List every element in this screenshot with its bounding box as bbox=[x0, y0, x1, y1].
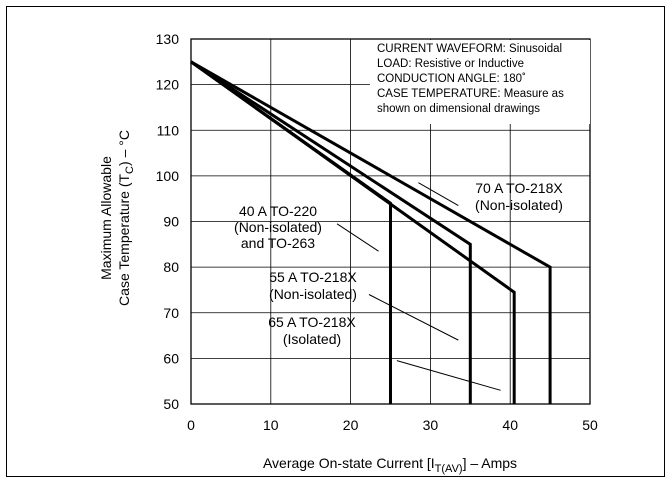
note-line: LOAD: Resistive or Inductive bbox=[377, 58, 524, 70]
figure-frame bbox=[6, 6, 665, 477]
curve-label: 70 A TO-218X (Non-isolated) bbox=[475, 180, 563, 213]
note-line: shown on dimensional drawings bbox=[377, 103, 540, 115]
note-line: CONDUCTION ANGLE: 180˚ bbox=[377, 73, 526, 85]
label-pointer bbox=[418, 182, 459, 206]
y-tick-label: 80 bbox=[163, 259, 179, 275]
curve-label: 55 A TO-218X (Non-isolated) bbox=[269, 269, 357, 302]
y-axis-label-line1: Maximum Allowable bbox=[98, 156, 114, 280]
curve-label-line: (Non-isolated) bbox=[234, 219, 322, 235]
label-pointer bbox=[336, 223, 379, 252]
x-tick-label: 20 bbox=[343, 417, 359, 433]
note-line: CASE TEMPERATURE: Measure as bbox=[377, 88, 564, 100]
curve-label-line: 55 A TO-218X bbox=[269, 269, 357, 285]
y-axis-label: Maximum Allowable Case Temperature (TC) … bbox=[98, 130, 136, 306]
x-tick-label: 0 bbox=[187, 417, 195, 433]
y-tick-label: 120 bbox=[156, 77, 180, 93]
label-pointer bbox=[396, 360, 501, 391]
x-tick-label: 10 bbox=[263, 417, 279, 433]
x-tick-label: 30 bbox=[423, 417, 439, 433]
curve-label-line: 70 A TO-218X bbox=[475, 180, 563, 196]
notes-background bbox=[370, 40, 590, 124]
series-line bbox=[190, 60, 472, 404]
x-axis-label: Average On-state Current [IT(AV)] – Amps bbox=[263, 455, 517, 475]
curves bbox=[190, 60, 552, 404]
y-tick-label: 130 bbox=[156, 31, 180, 47]
y-tick-label: 70 bbox=[163, 305, 179, 321]
curve-label-line: 40 A TO-220 bbox=[239, 203, 317, 219]
note-line: CURRENT WAVEFORM: Sinusoidal bbox=[377, 43, 562, 55]
x-tick-labels: 0 10 20 30 40 50 bbox=[187, 417, 598, 433]
y-tick-label: 90 bbox=[163, 214, 179, 230]
curve-labels: 70 A TO-218X (Non-isolated)40 A TO-220 (No… bbox=[234, 180, 563, 347]
y-axis-label-line2-sub: C bbox=[124, 166, 136, 174]
label-pointers bbox=[336, 182, 501, 391]
curve-label-line: 65 A TO-218X bbox=[268, 314, 356, 330]
y-tick-labels: 50 60 70 80 90 100 110 120 130 bbox=[156, 31, 180, 412]
y-axis-label-line2-suffix: ) – °C bbox=[116, 130, 132, 166]
y-axis-label-line2: Case Temperature (TC) – °C bbox=[116, 130, 136, 306]
y-tick-label: 110 bbox=[157, 122, 180, 138]
curve-label: 40 A TO-220 (Non-isolated) and TO-263 bbox=[234, 203, 322, 251]
x-axis-label-prefix: Average On-state Current [I bbox=[263, 455, 435, 471]
y-tick-label: 100 bbox=[156, 168, 180, 184]
x-tick-label: 50 bbox=[582, 417, 598, 433]
notes-block: CURRENT WAVEFORM: Sinusoidal LOAD: Resist… bbox=[377, 43, 564, 115]
curve-label: 65 A TO-218X (Isolated) bbox=[268, 314, 356, 347]
curve-label-line: (Non-isolated) bbox=[475, 197, 563, 213]
curve-label-line: (Isolated) bbox=[283, 331, 341, 347]
curve-label-line: (Non-isolated) bbox=[269, 286, 357, 302]
series-line bbox=[190, 60, 516, 404]
x-tick-label: 40 bbox=[502, 417, 518, 433]
x-axis-label-sub: T(AV) bbox=[435, 463, 463, 475]
y-tick-label: 60 bbox=[163, 350, 179, 366]
y-axis-label-line2-prefix: Case Temperature (T bbox=[116, 173, 132, 305]
label-pointer bbox=[368, 294, 459, 341]
series-line bbox=[190, 60, 552, 404]
curve-label-line: and TO-263 bbox=[241, 235, 315, 251]
y-tick-label: 50 bbox=[163, 396, 179, 412]
x-axis-label-suffix: ] – Amps bbox=[463, 455, 517, 471]
